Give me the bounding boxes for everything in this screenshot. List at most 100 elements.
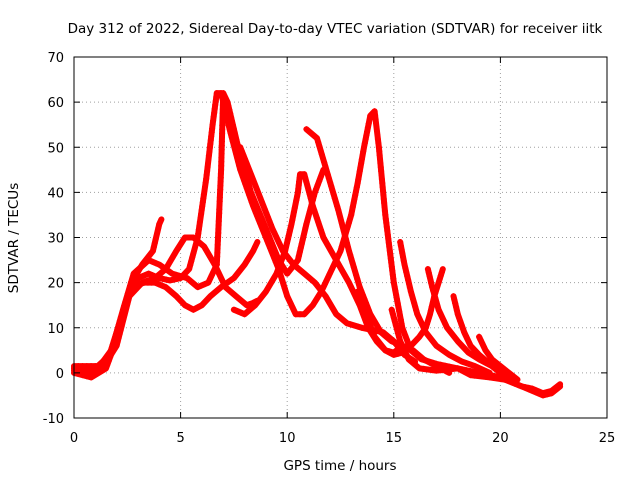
data-point: [223, 114, 230, 121]
series-track-4: [71, 234, 261, 372]
data-point: [116, 319, 123, 326]
data-point: [322, 293, 329, 300]
data-point: [145, 257, 152, 264]
data-point: [354, 180, 361, 187]
x-axis-label: GPS time / hours: [283, 458, 396, 474]
data-point: [339, 268, 346, 275]
data-point: [245, 308, 252, 315]
data-point: [162, 284, 169, 291]
data-point: [395, 330, 402, 337]
data-point: [392, 287, 399, 294]
data-point: [169, 290, 176, 297]
data-point: [422, 329, 429, 336]
data-point: [532, 387, 539, 394]
data-point: [296, 249, 303, 255]
data-point: [323, 167, 330, 174]
data-point: [476, 351, 483, 358]
data-point: [254, 298, 261, 305]
data-point: [392, 339, 399, 346]
data-point: [117, 315, 124, 322]
data-point: [459, 325, 466, 332]
data-point: [321, 281, 328, 288]
data-point: [109, 341, 116, 348]
data-point: [302, 225, 309, 231]
data-point: [462, 332, 469, 339]
data-point: [518, 383, 525, 390]
data-point: [347, 283, 354, 290]
data-point: [208, 272, 215, 279]
data-point: [364, 124, 371, 131]
data-point: [209, 258, 216, 264]
data-point: [198, 302, 205, 309]
data-point: [184, 275, 190, 282]
data-point: [311, 206, 318, 213]
data-point: [395, 304, 402, 311]
data-point: [293, 197, 300, 204]
data-point: [218, 284, 225, 291]
data-point: [467, 342, 474, 349]
data-point: [394, 326, 400, 333]
data-point: [128, 284, 135, 291]
data-point: [155, 272, 162, 279]
data-point: [113, 330, 120, 337]
x-tick-label: 15: [386, 431, 403, 446]
data-point: [224, 279, 231, 286]
data-point: [382, 347, 389, 354]
data-point: [189, 254, 196, 261]
data-point: [155, 224, 162, 231]
data-point: [294, 264, 301, 271]
data-point: [154, 228, 161, 235]
data-point: [283, 289, 289, 296]
data-point: [297, 267, 304, 274]
data-point: [274, 236, 281, 243]
data-point: [412, 303, 419, 310]
data-point: [121, 303, 128, 310]
data-point: [335, 251, 342, 258]
data-point: [390, 279, 397, 286]
data-point: [284, 293, 291, 300]
data-point: [426, 314, 432, 321]
data-point: [171, 251, 178, 258]
data-point: [458, 322, 465, 328]
data-point: [221, 281, 228, 288]
data-point: [278, 244, 285, 251]
data-point: [475, 364, 482, 371]
data-point: [424, 266, 431, 273]
data-point: [267, 221, 274, 228]
data-point: [214, 287, 221, 294]
data-point: [328, 183, 335, 190]
data-point: [147, 251, 154, 258]
data-point: [343, 320, 350, 327]
y-tick-label: 0: [56, 367, 64, 382]
data-point: [438, 269, 445, 276]
data-point: [127, 288, 134, 295]
data-point: [248, 251, 254, 258]
data-point: [525, 384, 532, 391]
data-point: [390, 351, 397, 358]
data-point: [314, 283, 321, 289]
data-point: [197, 240, 204, 247]
data-point: [321, 159, 328, 166]
data-point: [136, 265, 143, 272]
data-point: [449, 331, 456, 338]
data-point: [336, 314, 343, 321]
data-point: [303, 221, 310, 227]
data-point: [397, 316, 404, 323]
data-point: [229, 290, 236, 297]
data-point: [328, 266, 335, 273]
data-point: [107, 349, 114, 355]
data-point: [417, 353, 424, 360]
data-point: [243, 302, 250, 309]
data-point: [306, 305, 313, 312]
data-point: [379, 343, 386, 350]
data-point: [114, 326, 121, 333]
data-point: [313, 185, 320, 192]
data-point: [290, 261, 297, 268]
data-point: [254, 186, 260, 193]
data-point: [350, 264, 357, 271]
data-point: [466, 339, 472, 346]
chart-title: Day 312 of 2022, Sidereal Day-to-day VTE…: [68, 21, 603, 37]
data-point: [443, 349, 449, 356]
data-point: [342, 235, 349, 242]
data-point: [316, 143, 323, 150]
